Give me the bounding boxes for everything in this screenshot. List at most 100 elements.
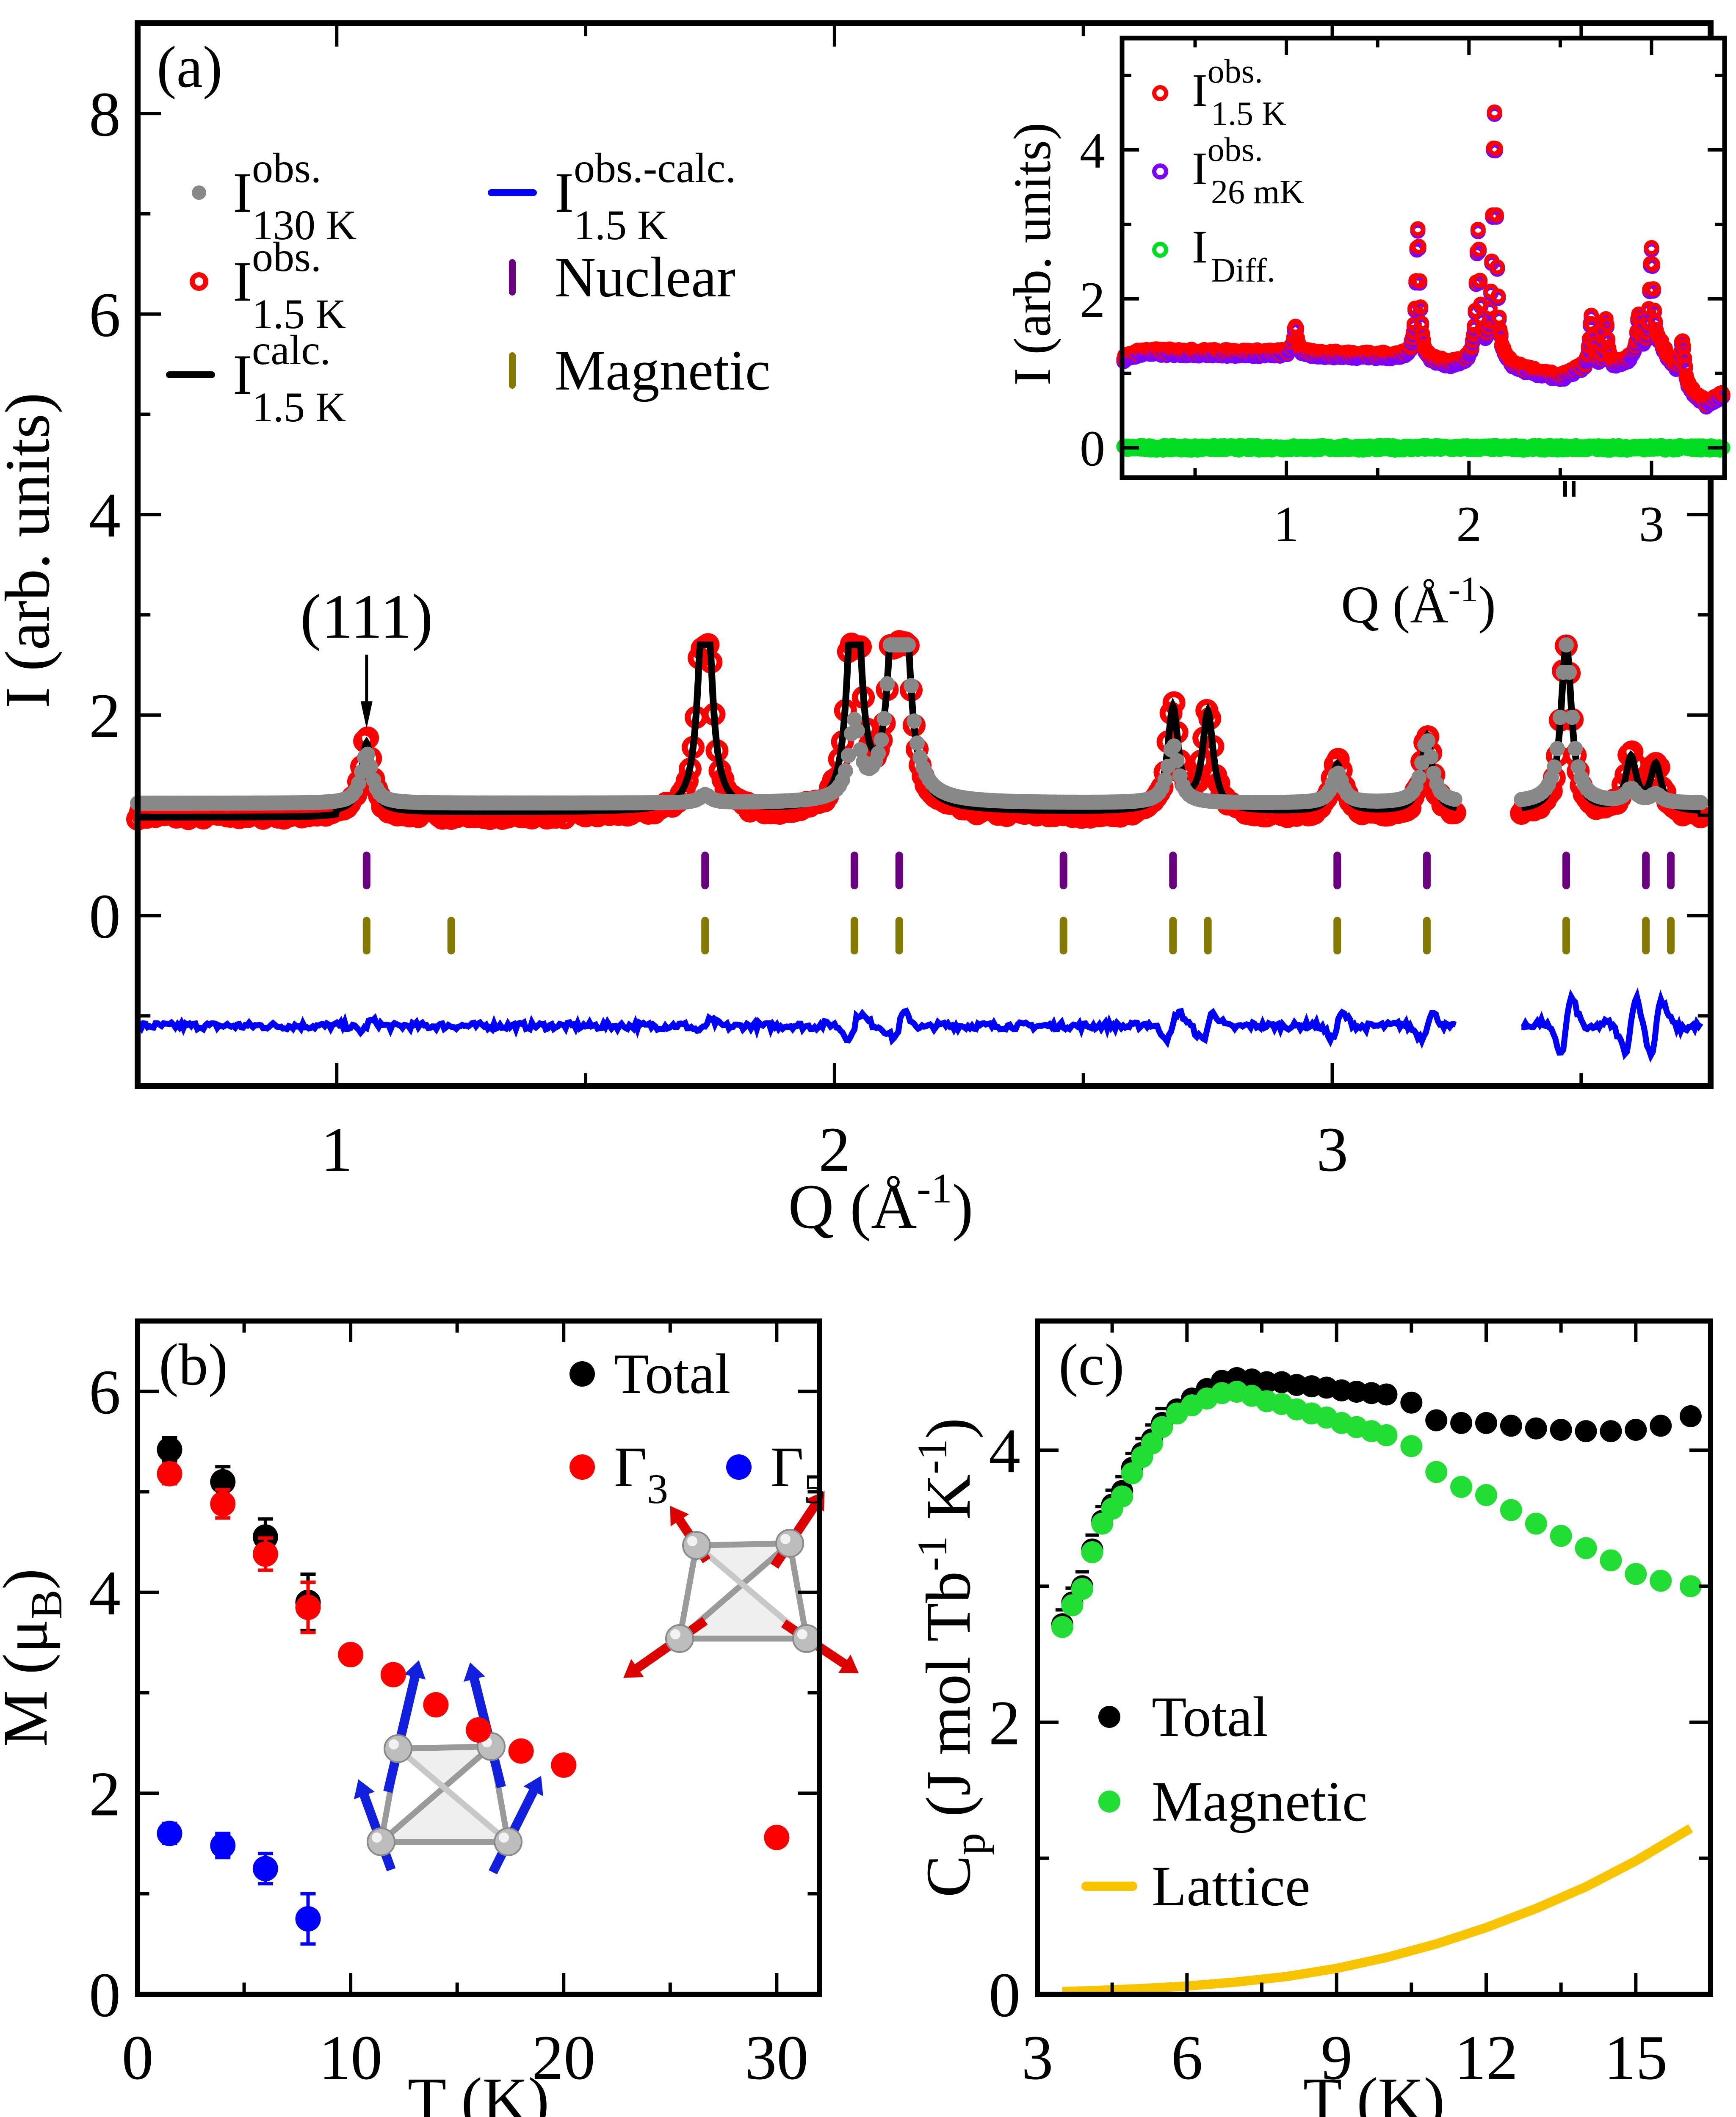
- obs-130K-point: [1562, 664, 1577, 680]
- panel-c-legend: Total Magnetic Lattice: [1081, 1686, 1368, 1918]
- panel-b-ylabel: M (μB): [0, 1568, 71, 1747]
- spin-arrow-head: [523, 1776, 543, 1796]
- data-point-Magnetic: [1141, 1432, 1163, 1455]
- tetrahedron-gamma5-icon: [354, 1660, 543, 1874]
- inset-ytick-label: 4: [1080, 122, 1105, 179]
- spin-arrow-head: [404, 1660, 426, 1680]
- inset-obs-1p5K-point: [1406, 316, 1422, 332]
- tb-atom: [494, 1827, 522, 1856]
- data-point-Γ5: [295, 1906, 321, 1932]
- inset-legend-sup: obs.: [1208, 131, 1263, 169]
- obs-130K-point: [876, 711, 892, 727]
- panel-a-ytick-label: 2: [89, 681, 121, 751]
- inset-obs-1p5K-point: [1599, 317, 1614, 333]
- inset-obs-1p5K-point: [1487, 104, 1502, 120]
- legend-marker: [726, 1454, 752, 1480]
- obs-130K-point: [900, 637, 916, 653]
- panel-a-ytick-label: 0: [89, 881, 121, 951]
- inset-ytick-label: 0: [1080, 420, 1105, 477]
- panel-a: 1 2 3 0 2 4 6 8 (a) Q (Å-1) I (arb. units) (111…: [0, 20, 1714, 1242]
- data-point-Magnetic: [1575, 1537, 1597, 1559]
- data-point-Magnetic: [1450, 1476, 1473, 1498]
- panel-b-xtick-label: 0: [122, 2023, 154, 2093]
- data-point-Magnetic: [1425, 1461, 1448, 1483]
- obs-130K-point: [351, 775, 366, 791]
- inset-background: [1122, 38, 1725, 478]
- inset-obs-1p5K-point: [1644, 240, 1659, 255]
- legend-marker-dot: [1098, 1706, 1120, 1728]
- tb-atom-highlight: [780, 1534, 791, 1544]
- panel-b-structure-insets: [354, 1491, 859, 1874]
- obs-130K-point: [363, 759, 379, 775]
- panel-a-xtick-label: 1: [321, 1114, 353, 1185]
- inset-plot-area: [1116, 104, 1730, 458]
- inset-legend-sub: Diff.: [1211, 252, 1275, 289]
- tetrahedron-bond: [696, 1540, 790, 1548]
- data-point-Magnetic: [1061, 1594, 1084, 1617]
- legend-label: Γ5: [771, 1436, 825, 1512]
- obs-130K-point: [1423, 749, 1439, 765]
- data-point-Magnetic: [1121, 1462, 1143, 1484]
- data-point-Total: [1575, 1420, 1597, 1443]
- data-point-Total: [1375, 1383, 1398, 1406]
- panel-b-xtick-label: 30: [745, 2023, 808, 2093]
- diff-1p5K-line: [1520, 987, 1703, 1063]
- data-point-Magnetic: [1650, 1570, 1672, 1592]
- legend-marker-dot: [1098, 1791, 1120, 1813]
- data-point-Total: [1650, 1415, 1672, 1437]
- panel-a-frame: [135, 20, 1714, 1089]
- inset-obs-1p5K-point: [1470, 221, 1486, 237]
- tb-atom: [384, 1734, 412, 1763]
- panel-c-plot-area: [1051, 1367, 1702, 1996]
- panel-c-axes: 3 6 9 12 15 0 2 4: [989, 1321, 1711, 2093]
- obs-130K-point: [1549, 741, 1565, 757]
- obs-130K-point: [1559, 637, 1574, 653]
- inset-axes: 1 2 3 0 2 4: [1080, 38, 1725, 552]
- inset-legend-marker: [1152, 163, 1168, 180]
- legend-subscript: 5: [804, 1465, 825, 1512]
- data-point-Γ3: [508, 1738, 534, 1764]
- legend-subscript: 1.5 K: [252, 290, 346, 337]
- panel-b-ytick-label: 0: [89, 1960, 121, 2030]
- legend-label: Total: [1152, 1686, 1268, 1749]
- panel-a-axes: 1 2 3 0 2 4 6 8: [89, 23, 1711, 1185]
- panel-c-ytick-label: 2: [989, 1688, 1020, 1758]
- spin-arrow-head: [838, 1654, 859, 1674]
- panel-c-xtick-label: 6: [1171, 2023, 1203, 2093]
- legend-superscript: calc.: [252, 326, 331, 373]
- data-point-Magnetic: [1500, 1499, 1522, 1521]
- panel-c: 3 6 9 12 15 0 2 4 (c) T (K) Cp (J mol Tb-1 K-1)…: [909, 1318, 1713, 2117]
- tb-atom-highlight: [372, 1832, 382, 1843]
- tb-atom: [792, 1624, 821, 1653]
- inset-obs-1p5K-point: [1410, 221, 1426, 237]
- legend-subscript: 1.5 K: [252, 384, 346, 431]
- data-point-Magnetic: [1051, 1616, 1073, 1638]
- peak-111-annotation: (111): [300, 581, 433, 729]
- spin-arrow-head: [670, 1506, 689, 1527]
- obs-130K-point: [849, 723, 865, 739]
- panel-b-plot-area: [157, 1436, 790, 1946]
- obs-130K-point: [1157, 772, 1173, 788]
- tb-atom-highlight: [499, 1832, 509, 1843]
- spin-arrow-shaft: [383, 1675, 420, 1793]
- obs-130K-point: [909, 735, 925, 751]
- legend-label: Lattice: [1152, 1855, 1310, 1918]
- panel-a-label: (a): [157, 34, 222, 100]
- tetrahedron-bond: [396, 1746, 510, 1844]
- panel-a-xtick-label: 3: [1316, 1114, 1348, 1185]
- panel-b-legend: Total Γ3 Γ5: [569, 1343, 825, 1512]
- obs-130K-point: [360, 746, 376, 762]
- legend-label: Nuclear: [555, 246, 735, 309]
- tb-atom: [367, 1827, 395, 1856]
- data-point-Γ3: [252, 1541, 278, 1567]
- panel-a-ytick-label: 4: [89, 480, 121, 550]
- obs-130K-point: [1546, 759, 1562, 775]
- data-point-Γ3: [764, 1824, 790, 1850]
- data-point-Magnetic: [1550, 1525, 1572, 1547]
- data-point-Total: [1425, 1409, 1448, 1432]
- panel-a-xtick-label: 2: [818, 1114, 850, 1185]
- legend-superscript: obs.: [252, 144, 321, 191]
- legend-label: Iobs.-calc. 1.5 K: [555, 144, 736, 249]
- panel-c-xtick-label: 12: [1454, 2023, 1518, 2093]
